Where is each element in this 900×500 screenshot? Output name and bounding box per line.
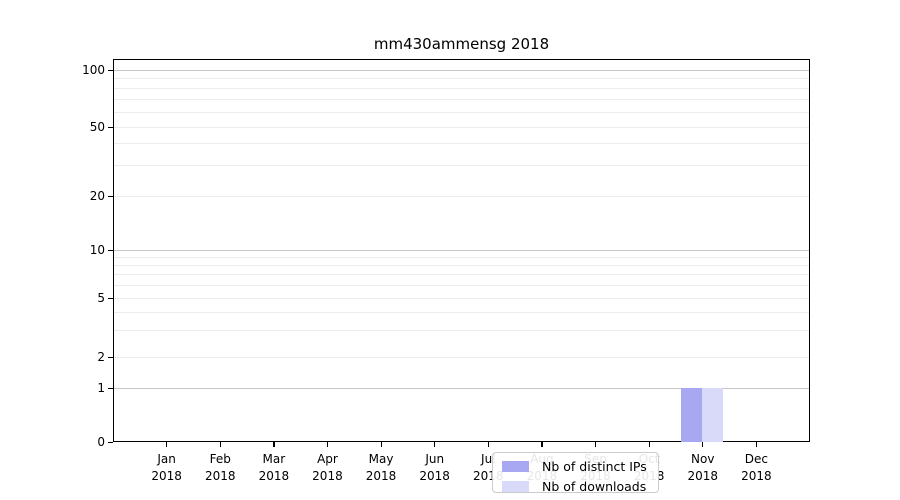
x-tick-mark [166,442,168,447]
y-tick-label: 20 [89,189,105,203]
y-tick-label: 5 [97,291,105,305]
x-tick-mark [380,442,382,447]
legend-swatch-downloads [502,480,529,492]
gridline-minor [114,126,809,128]
x-tick-mark [273,442,275,447]
gridline-minor [114,143,809,145]
gridline-minor [114,284,809,286]
x-tick-label: May 2018 [365,452,397,483]
y-tick-label: 100 [82,63,105,77]
y-tick-mark [108,126,113,128]
y-tick-mark [108,69,113,71]
gridline-minor [114,111,809,113]
gridline-major [114,249,809,251]
x-tick-mark [434,442,436,447]
y-tick-mark [108,195,113,197]
x-tick-mark [595,442,597,447]
x-tick-label: Nov 2018 [687,452,719,483]
gridline-minor [114,256,809,258]
x-tick-mark [219,442,221,447]
legend-label-distinct-ips: Nb of distinct IPs [542,458,647,474]
gridline-minor [114,98,809,100]
gridline-minor [114,330,809,332]
gridline-minor [114,311,809,313]
bar-downloads [702,387,724,442]
legend: Nb of distinct IPs Nb of downloads [492,452,659,494]
y-tick-mark [108,297,113,299]
legend-row-downloads: Nb of downloads [493,478,658,494]
y-tick-label: 50 [89,120,105,134]
x-tick-mark [648,442,650,447]
y-tick-label: 1 [97,381,105,395]
y-tick-mark [108,356,113,358]
x-tick-label: Jan 2018 [151,452,182,483]
bar-distinct-ips [681,387,703,442]
gridline-minor [114,297,809,299]
x-tick-mark [755,442,758,447]
y-tick-label: 2 [97,350,105,364]
x-tick-label: Jun 2018 [419,452,450,483]
y-tick-mark [108,441,113,443]
y-tick-mark [108,249,113,251]
x-tick-label: Apr 2018 [312,452,343,483]
gridline-minor [114,195,809,197]
gridline-major [114,69,809,71]
legend-swatch-distinct-ips [502,460,529,472]
y-tick-mark [108,387,113,389]
y-tick-label: 10 [89,243,105,257]
x-tick-mark [541,442,543,447]
legend-row-distinct-ips: Nb of distinct IPs [493,458,658,474]
x-tick-mark [326,442,329,447]
gridline-minor [114,164,809,166]
gridline-minor [114,87,809,89]
gridline-minor [114,78,809,80]
plot-area: Nb of distinct IPs Nb of downloads [113,59,810,494]
x-tick-label: Dec 2018 [741,452,772,483]
y-tick-label: 0 [97,435,105,449]
chart-title: mm430ammensg 2018 [373,35,550,53]
x-tick-mark [702,442,704,447]
legend-label-downloads: Nb of downloads [542,478,647,494]
gridline-minor [114,274,809,276]
x-tick-label: Mar 2018 [258,452,290,483]
gridline-minor [114,356,809,358]
gridline-minor [114,264,809,266]
x-tick-label: Feb 2018 [204,452,236,483]
x-tick-mark [487,442,489,447]
